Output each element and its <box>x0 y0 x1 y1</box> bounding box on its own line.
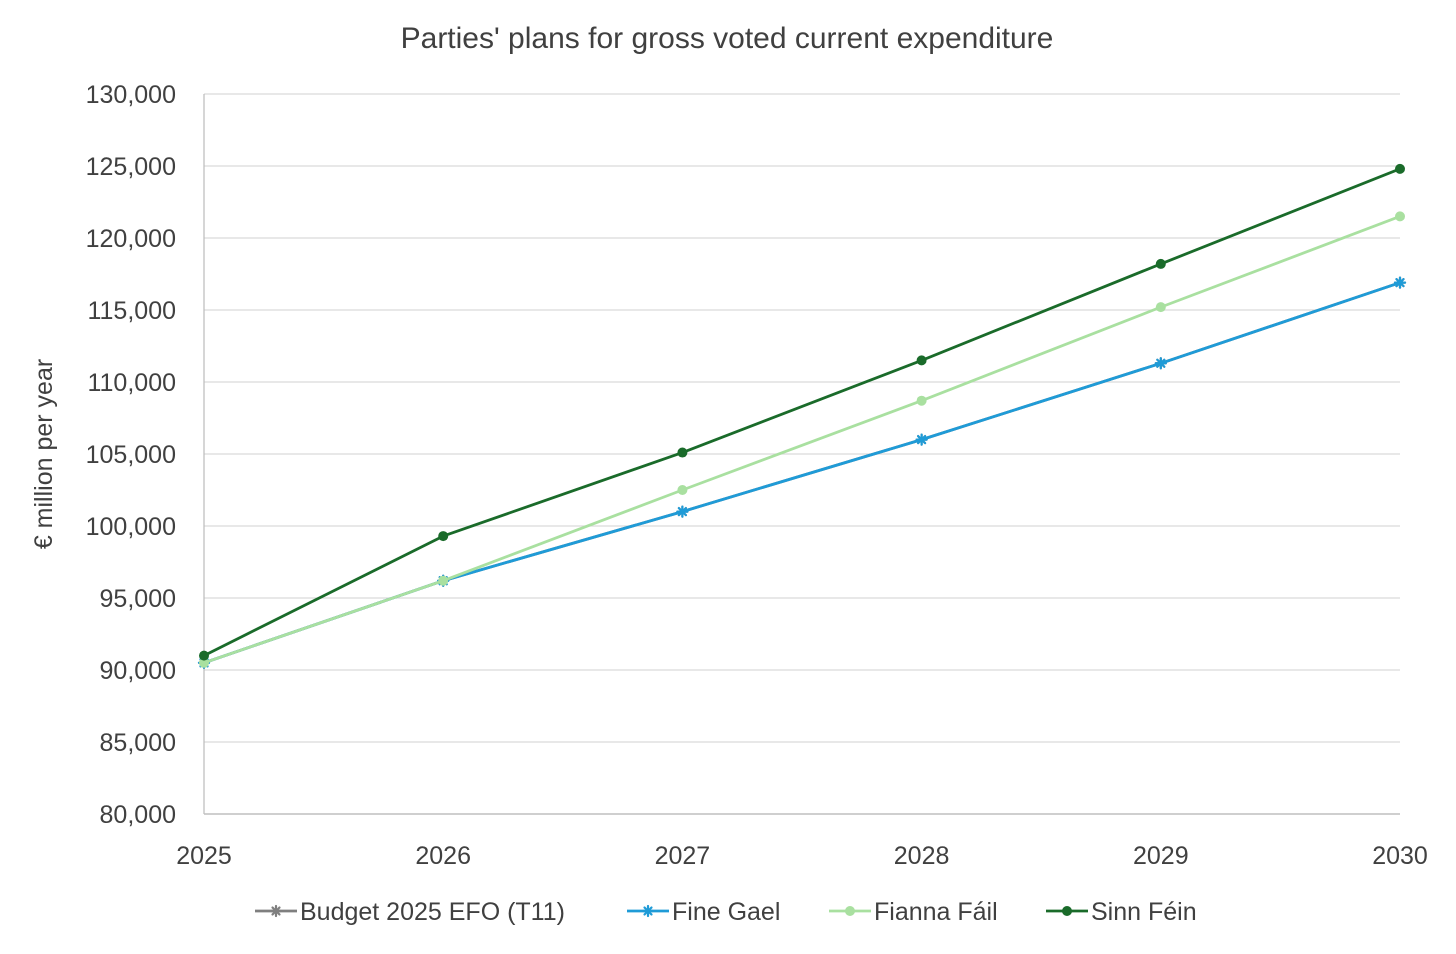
y-tick-label: 120,000 <box>86 225 176 253</box>
data-point <box>1395 211 1405 222</box>
y-tick-label: 85,000 <box>100 729 176 757</box>
data-point <box>1395 163 1405 174</box>
data-point <box>677 447 688 458</box>
data-point <box>438 575 449 586</box>
y-tick-label: 110,000 <box>87 369 176 397</box>
legend-label: Sinn Féin <box>1091 898 1197 926</box>
x-tick-label: 2026 <box>415 842 471 870</box>
data-point <box>916 395 927 406</box>
y-tick-label: 90,000 <box>100 657 176 685</box>
data-point <box>677 485 688 495</box>
data-point <box>199 650 209 661</box>
legend-label: Fine Gael <box>672 898 780 926</box>
data-point <box>676 505 689 518</box>
legend: Budget 2025 EFO (T11) Fine Gael Fianna Fái… <box>255 898 1197 926</box>
y-tick-label: 115,000 <box>87 297 176 325</box>
x-tick-labels: 2025 2026 2027 2028 2029 2030 <box>176 842 1428 870</box>
data-point <box>199 657 209 668</box>
y-tick-label: 130,000 <box>86 81 176 109</box>
series-line-1 <box>203 281 1401 665</box>
y-tick-label: 105,000 <box>86 441 176 469</box>
data-point <box>438 531 449 542</box>
x-tick-label: 2028 <box>894 842 950 870</box>
legend-marker <box>269 904 283 918</box>
y-axis-label: € million per year <box>30 359 58 549</box>
legend-marker <box>1062 906 1072 916</box>
y-tick-labels: 80,000 85,000 90,000 95,000 100,000 105,000 11… <box>86 81 176 829</box>
legend-marker <box>845 906 855 916</box>
data-point <box>1155 258 1166 269</box>
data-point <box>916 355 927 366</box>
gridlines <box>204 93 1400 743</box>
chart-title: Parties' plans for gross voted current e… <box>401 22 1054 55</box>
legend-marker <box>641 904 655 918</box>
legend-label: Fianna Fáil <box>874 898 998 926</box>
legend-label: Budget 2025 EFO (T11) <box>300 898 565 926</box>
data-point <box>915 433 928 446</box>
y-tick-label: 80,000 <box>100 801 176 829</box>
x-tick-label: 2027 <box>655 842 711 870</box>
data-point <box>1155 302 1166 313</box>
x-tick-label: 2025 <box>176 842 232 870</box>
data-point <box>1393 276 1407 289</box>
data-point <box>1154 357 1167 370</box>
y-tick-label: 95,000 <box>100 585 176 613</box>
series-line-0 <box>203 281 1401 665</box>
x-tick-label: 2029 <box>1133 842 1189 870</box>
y-tick-label: 125,000 <box>86 153 176 181</box>
series-line-2 <box>203 215 1401 665</box>
x-tick-label: 2030 <box>1372 842 1428 870</box>
y-tick-label: 100,000 <box>86 513 176 541</box>
series-lines <box>197 163 1407 669</box>
series-line-3 <box>203 167 1401 657</box>
axes <box>203 94 1400 815</box>
